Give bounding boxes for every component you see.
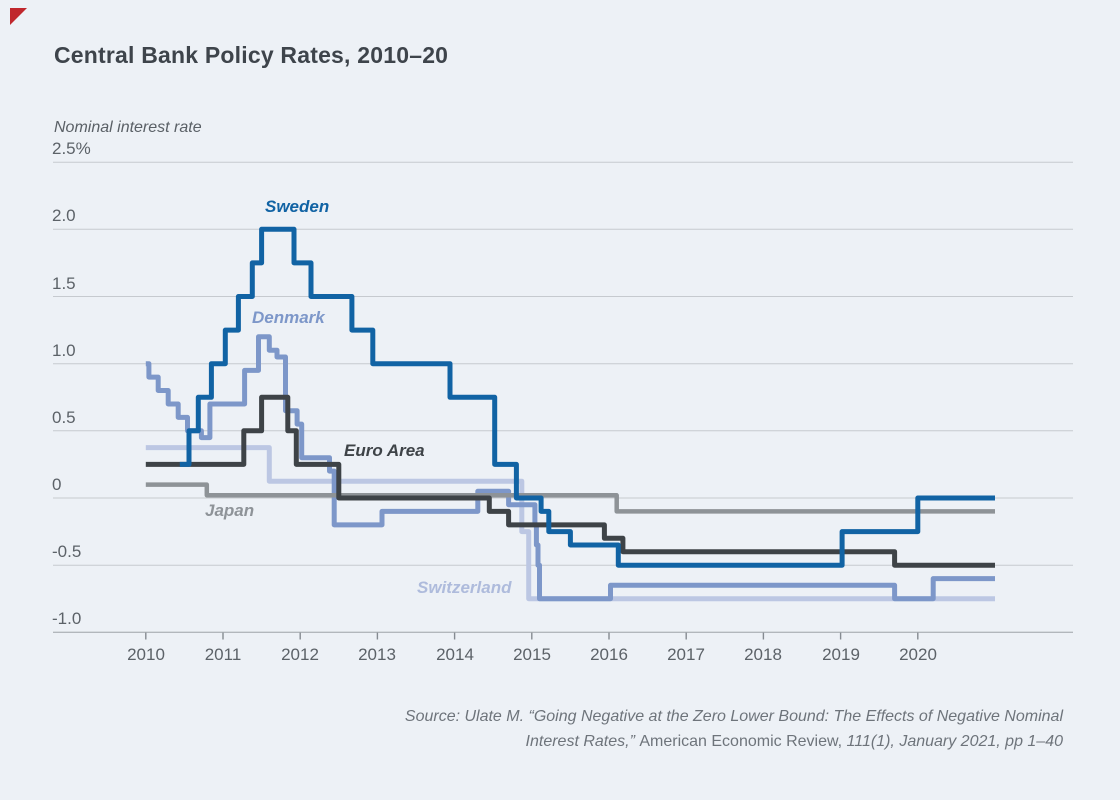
y-tick-label: 2.5% [52,139,91,158]
series-line-euro-area [145,394,995,568]
source-journal-name: American Economic Review, [639,733,847,750]
y-tick-label: 0 [52,475,62,494]
series-label-sweden: Sweden [265,197,330,216]
x-tick-label: 2018 [744,645,782,664]
series-label-denmark: Denmark [252,308,325,327]
series-label-euro-area: Euro Area [344,441,425,460]
source-line-2a: Interest Rates,” [525,733,640,750]
x-tick-label: 2020 [899,645,937,664]
y-tick-label: 1.0 [52,341,76,360]
series-line-sweden [179,226,995,568]
x-tick-label: 2014 [436,645,474,664]
series-label-japan: Japan [205,501,255,520]
series-line-japan [145,482,995,514]
x-tick-label: 2016 [590,645,628,664]
series-line-denmark [145,334,995,602]
source-line-1: Source: Ulate M. “Going Negative at the … [404,708,1063,725]
x-tick-label: 2010 [127,645,165,664]
y-tick-label: -0.5 [52,542,82,561]
y-tick-label: -1.0 [52,609,82,628]
y-axis-title: Nominal interest rate [54,119,202,136]
x-tick-label: 2013 [358,645,396,664]
series-label-switzerland: Switzerland [417,578,512,597]
chart-title: Central Bank Policy Rates, 2010–20 [54,42,449,68]
y-tick-label: 0.5 [52,408,76,427]
source-line-2c: 111(1), January 2021, pp 1–40 [846,733,1063,750]
y-tick-label: 1.5 [52,274,76,293]
x-tick-label: 2012 [281,645,319,664]
source-citation: Source: Ulate M. “Going Negative at the … [303,704,1063,754]
x-tick-label: 2011 [204,645,242,664]
x-tick-label: 2015 [513,645,551,664]
nber-corner-accent [10,8,27,25]
x-tick-label: 2019 [822,645,860,664]
y-tick-label: 2.0 [52,206,76,225]
x-tick-label: 2017 [667,645,705,664]
